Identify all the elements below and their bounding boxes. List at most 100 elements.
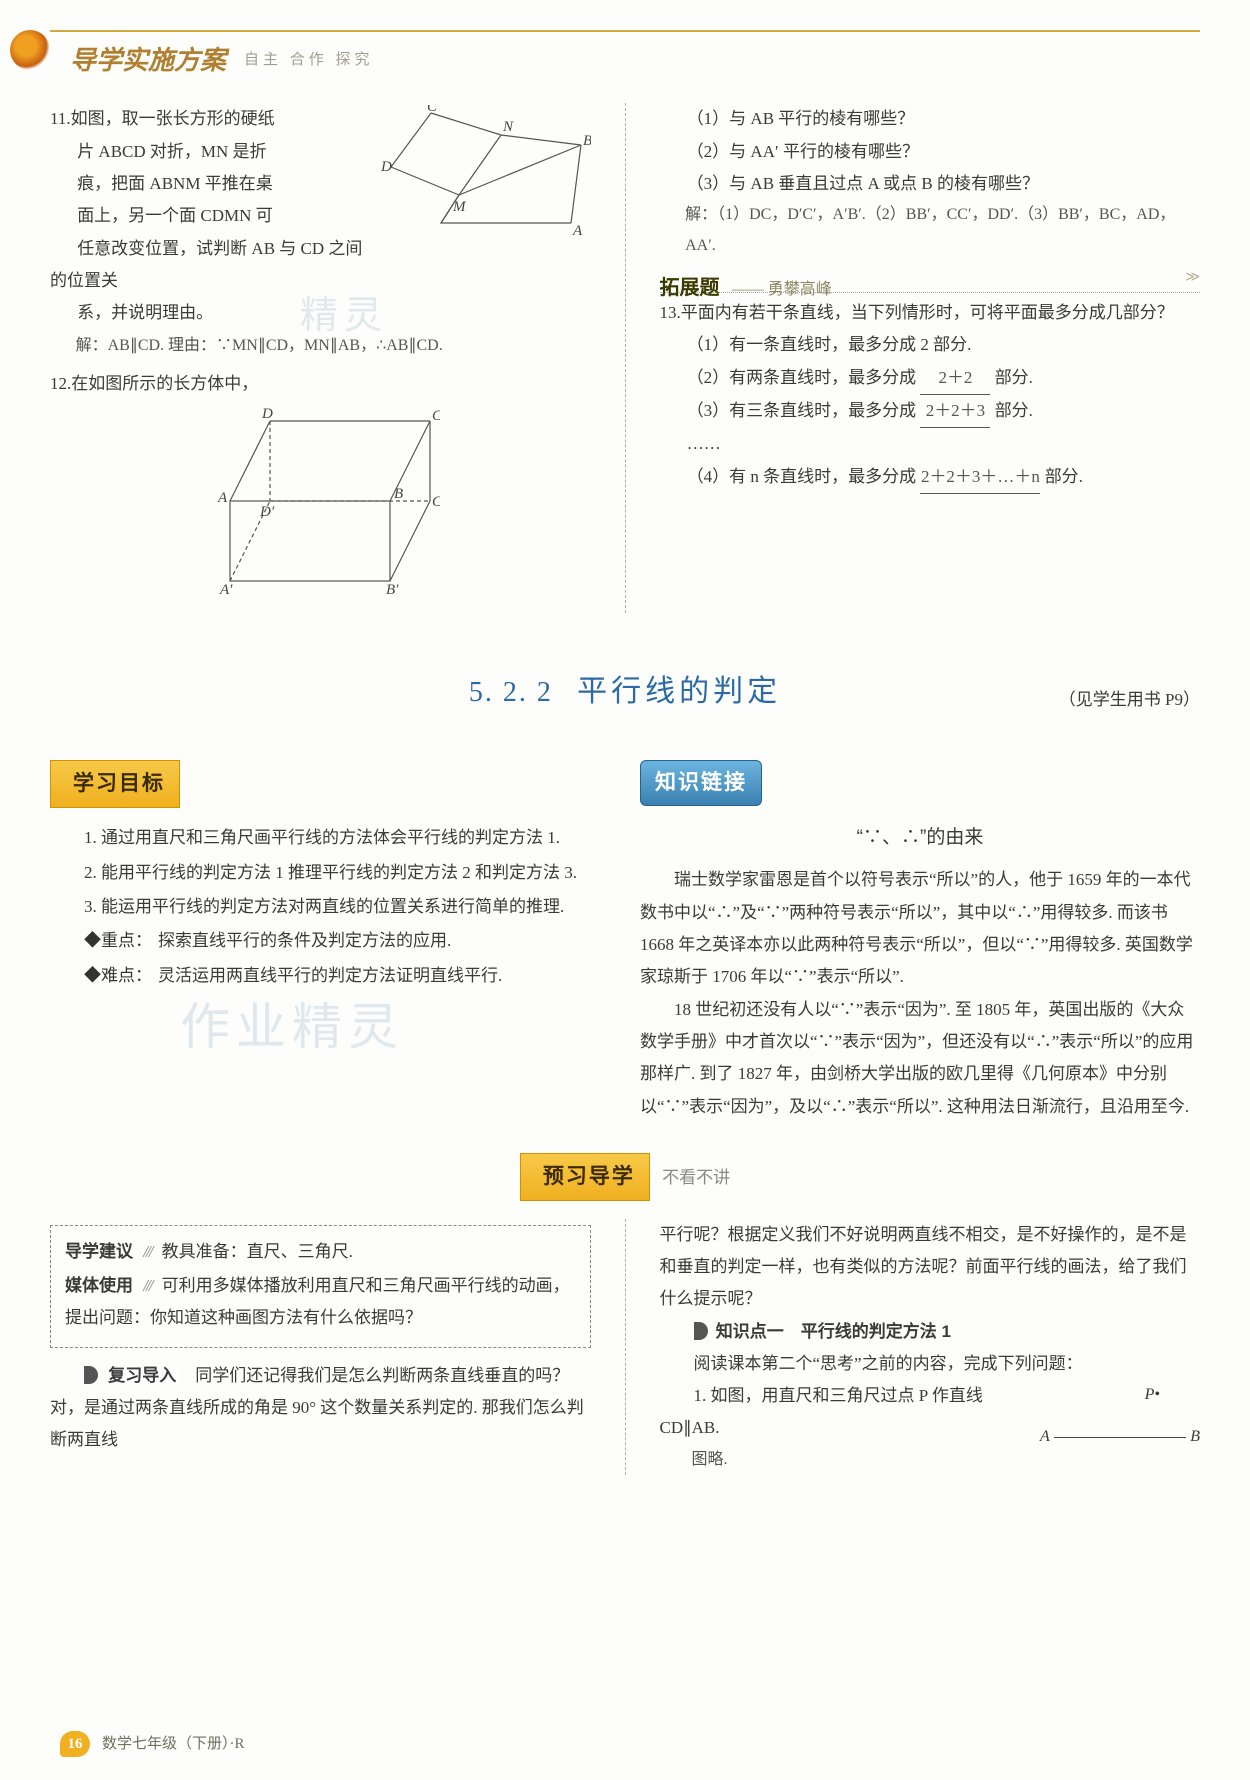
diagram-p: P•: [1145, 1380, 1160, 1410]
zhong-label: ◆重点：: [84, 931, 152, 950]
svg-text:B′: B′: [386, 582, 399, 596]
column-divider-bottom: [625, 1219, 626, 1475]
diagram-b: B: [1190, 1422, 1200, 1452]
link-badge: 知识链接: [640, 760, 762, 806]
fold-label-a: A: [572, 223, 583, 235]
page-header: 导学实施方案 自主 合作 探究: [50, 30, 1200, 85]
preview-header: 预习导学 不看不讲: [50, 1153, 1200, 1201]
review-block: 复习导入 同学们还记得我们是怎么判断两条直线垂直的吗？对，是通过两条直线所成的角…: [50, 1360, 591, 1457]
problem-11-line-5: 系，并说明理由。: [50, 303, 213, 322]
page-footer: 16 数学七年级（下册）·R: [60, 1730, 245, 1759]
chapter-title: 5. 2. 2 平行线的判定 （见学生用书 P9）: [50, 663, 1200, 720]
fold-label-c: C: [427, 105, 438, 115]
goal-3: 3. 能运用平行线的判定方法对两直线的位置关系进行简单的推理.: [50, 891, 610, 923]
callout-l1-label: 导学建议: [65, 1242, 133, 1261]
p13-s4-blank: 2＋2＋3＋…＋n: [920, 461, 1040, 494]
p13-dots: ……: [660, 428, 1201, 460]
fold-label-m: M: [452, 199, 467, 215]
diagram-a: A: [1040, 1422, 1050, 1452]
mid-left-column: 学习目标 1. 通过用直尺和三角尺画平行线的方法体会平行线的判定方法 1. 2.…: [50, 750, 610, 1122]
q12-answer: 解：（1）DC，D′C′，A′B′.（2）BB′，CC′，DD′.（3）BB′，…: [660, 200, 1201, 261]
top-left-column: C N B D M A 11.如图，取一张长方形的硬纸 片 ABCD 对折，MN…: [50, 103, 591, 613]
problem-11-line-2: 痕，把面 ABNM 平推在桌: [50, 174, 273, 193]
svg-text:C′: C′: [432, 494, 440, 510]
slash-icon-2: ///: [143, 1276, 151, 1295]
half-moon-icon-2: [694, 1322, 708, 1340]
bottom-columns: 导学建议 /// 教具准备：直尺、三角尺. 媒体使用 /// 可利用多媒体播放利…: [50, 1219, 1200, 1475]
problem-12: 12.在如图所示的长方体中，: [50, 368, 591, 608]
preview-badge: 预习导学: [520, 1153, 650, 1201]
fold-figure: C N B D M A: [381, 105, 591, 235]
p13-s2-blank: 2＋2: [920, 362, 990, 395]
half-moon-icon-1: [84, 1366, 98, 1384]
header-title: 导学实施方案: [70, 36, 226, 85]
goals-list: 1. 通过用直尺和三角尺画平行线的方法体会平行线的判定方法 1. 2. 能用平行…: [50, 822, 610, 991]
problem-11-line-3: 面上，另一个面 CDMN 可: [50, 206, 273, 225]
p13-s4-post: 部分.: [1040, 467, 1083, 486]
footer-label: 数学七年级（下册）·R: [102, 1730, 245, 1759]
problem-13-text: 平面内有若干条直线，当下列情形时，可将平面最多分成几部分？: [681, 303, 1174, 322]
problem-11-line-0: 如图，取一张长方形的硬纸: [71, 109, 275, 128]
mid-columns: 学习目标 1. 通过用直尺和三角尺画平行线的方法体会平行线的判定方法 1. 2.…: [50, 750, 1200, 1122]
problem-11-answer: 解：AB∥CD. 理由：∵MN∥CD，MN∥AB，∴AB∥CD.: [50, 337, 443, 354]
preview-tag: 不看不讲: [662, 1168, 730, 1187]
goal-2: 2. 能用平行线的判定方法 1 推理平行线的判定方法 2 和判定方法 3.: [50, 857, 610, 889]
problem-13-num: 13.: [660, 303, 681, 322]
chapter-name: 平行线的判定: [577, 675, 781, 708]
q12-2: （2）与 AA′ 平行的棱有哪些？: [660, 136, 1201, 168]
svg-text:D′: D′: [259, 504, 275, 520]
p13-s4-pre: （4）有 n 条直线时，最多分成: [687, 467, 921, 486]
slash-icon-1: ///: [143, 1242, 151, 1261]
diagram-line: [1054, 1437, 1186, 1438]
column-divider-top: [625, 103, 626, 613]
p13-s2: （2）有两条直线时，最多分成 2＋2 部分.: [660, 362, 1201, 395]
fold-label-b: B: [583, 133, 591, 149]
cont-text: 平行呢？根据定义我们不好说明两直线不相交，是不好操作的，是不是和垂直的判定一样，…: [660, 1219, 1201, 1316]
fold-label-d: D: [381, 159, 392, 175]
problem-12-text: 在如图所示的长方体中，: [71, 374, 258, 393]
callout-l1-text: 教具准备：直尺、三角尺.: [162, 1242, 353, 1261]
p13-s3: （3）有三条直线时，最多分成 2＋2＋3 部分.: [660, 395, 1201, 428]
kp-label: 知识点一: [716, 1322, 784, 1341]
header-subtitle: 自主 合作 探究: [244, 46, 374, 75]
review-label: 复习导入: [106, 1366, 178, 1385]
callout-l2-label: 媒体使用: [65, 1276, 133, 1295]
p13-s3-post: 部分.: [990, 401, 1033, 420]
callout-row-1: 导学建议 /// 教具准备：直尺、三角尺.: [65, 1236, 576, 1268]
cuboid-figure: D C A B D′ C′ A′ B′: [200, 406, 440, 596]
svg-text:B: B: [394, 486, 403, 502]
p13-s3-pre: （3）有三条直线时，最多分成: [687, 401, 921, 420]
link-story: 瑞士数学家雷恩是首个以符号表示“所以”的人，他于 1659 年的一本代数书中以“…: [640, 864, 1200, 1122]
fold-label-n: N: [502, 119, 514, 135]
top-columns: C N B D M A 11.如图，取一张长方形的硬纸 片 ABCD 对折，MN…: [50, 103, 1200, 613]
goal-nan: ◆难点：灵活运用两直线平行的判定方法证明直线平行.: [50, 960, 610, 992]
goals-badge: 学习目标: [50, 760, 180, 808]
nan-label: ◆难点：: [84, 966, 152, 985]
problem-12-num: 12.: [50, 374, 71, 393]
kp-title: 平行线的判定方法 1: [801, 1322, 951, 1341]
problem-13: 13.平面内有若干条直线，当下列情形时，可将平面最多分成几部分？ （1）有一条直…: [660, 297, 1201, 494]
callout-row-2: 媒体使用 /// 可利用多媒体播放利用直尺和三角尺画平行线的动画，提出问题：你知…: [65, 1270, 576, 1335]
problem-11-num: 11.: [50, 109, 71, 128]
p13-s2-post: 部分.: [990, 368, 1033, 387]
extension-sub: —— 勇攀高峰: [732, 281, 832, 298]
kp-q1-text: 如图，用直尺和三角尺过点 P 作直线 CD∥AB.: [660, 1386, 983, 1437]
svg-text:A: A: [217, 490, 228, 506]
p13-s2-pre: （2）有两条直线时，最多分成: [687, 368, 921, 387]
svg-text:C: C: [432, 408, 440, 424]
problem-11: C N B D M A 11.如图，取一张长方形的硬纸 片 ABCD 对折，MN…: [50, 103, 591, 361]
q12-3: （3）与 AB 垂直且过点 A 或点 B 的棱有哪些？: [660, 168, 1201, 200]
zhong-text: 探索直线平行的条件及判定方法的应用.: [158, 931, 451, 950]
link-p1: 瑞士数学家雷恩是首个以符号表示“所以”的人，他于 1659 年的一本代数书中以“…: [640, 864, 1200, 993]
q12-1: （1）与 AB 平行的棱有哪些？: [660, 103, 1201, 135]
callout-l2-text: 可利用多媒体播放利用直尺和三角尺画平行线的动画，提出问题：你知道这种画图方法有什…: [65, 1276, 570, 1327]
p13-s1: （1）有一条直线时，最多分成 2 部分.: [660, 329, 1201, 361]
kp-q1-num: 1.: [694, 1386, 707, 1405]
callout-box: 导学建议 /// 教具准备：直尺、三角尺. 媒体使用 /// 可利用多媒体播放利…: [50, 1225, 591, 1348]
svg-text:A′: A′: [219, 582, 233, 596]
bottom-right-column: 平行呢？根据定义我们不好说明两直线不相交，是不好操作的，是不是和垂直的判定一样，…: [660, 1219, 1201, 1475]
p13-s4: （4）有 n 条直线时，最多分成 2＋2＋3＋…＋n 部分.: [660, 461, 1201, 494]
problem-11-line-1: 片 ABCD 对折，MN 是折: [50, 142, 267, 161]
goal-1: 1. 通过用直尺和三角尺画平行线的方法体会平行线的判定方法 1.: [50, 822, 610, 854]
page-number: 16: [60, 1731, 90, 1757]
